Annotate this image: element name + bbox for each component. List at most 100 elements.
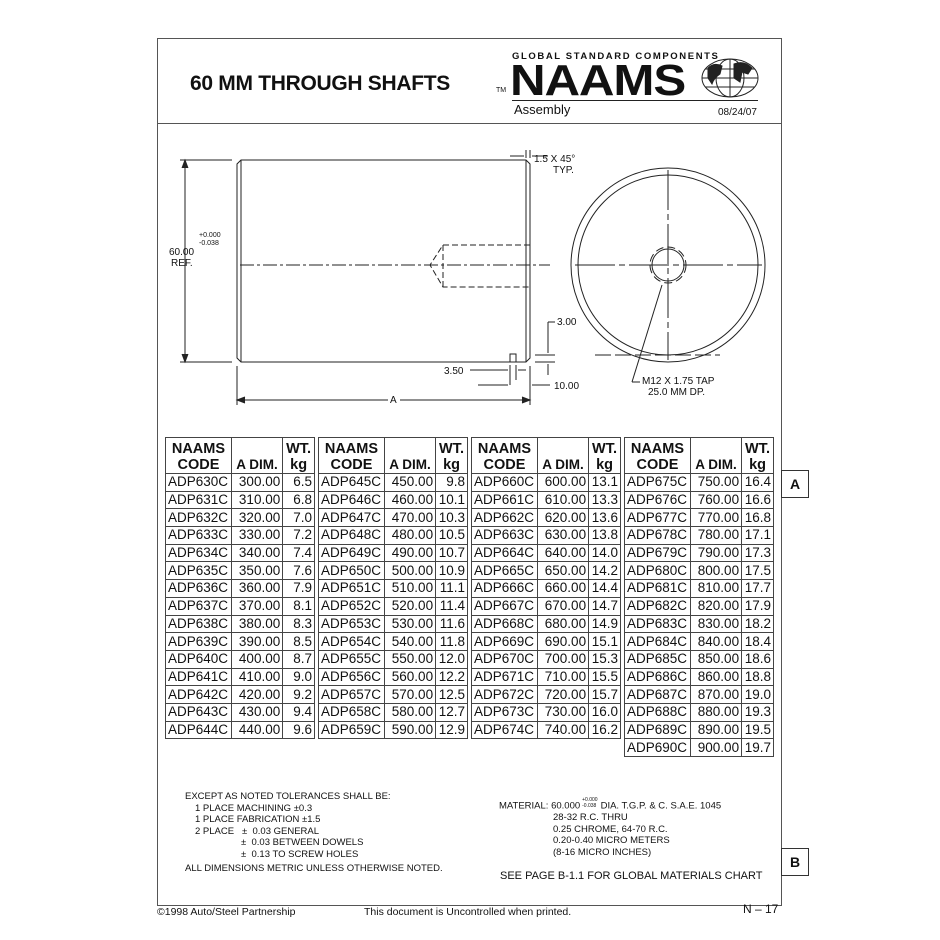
cell-code: ADP635C (165, 561, 232, 581)
cell-code: ADP633C (165, 526, 232, 545)
materials-chart-reference: SEE PAGE B-1.1 FOR GLOBAL MATERIALS CHAR… (500, 870, 763, 882)
material-line: (8-16 MICRO INCHES) (553, 846, 652, 858)
diameter-tolerance: +0.000 -0.038 (199, 232, 221, 248)
cell-code: ADP632C (165, 508, 232, 528)
cell-code: ADP685C (624, 649, 691, 669)
cell-code: ADP663C (471, 526, 538, 545)
header-weight: WT. kg (435, 437, 468, 474)
naams-logo: NAAMS (510, 56, 686, 105)
header-weight-line1: WT. (286, 441, 312, 457)
cell-code: ADP643C (165, 702, 232, 722)
table-row: ADP636C 360.00 7.9 (165, 579, 315, 598)
cell-code: ADP654C (318, 632, 385, 651)
cell-weight: 13.3 (588, 490, 621, 510)
cell-weight: 17.5 (741, 561, 774, 581)
cell-a-dim: 330.00 (230, 526, 284, 545)
cell-weight: 11.4 (435, 596, 468, 616)
table-row: ADP668C 680.00 14.9 (471, 614, 621, 634)
cell-code: ADP662C (471, 508, 538, 528)
table-row: ADP657C 570.00 12.5 (318, 685, 468, 704)
table-row: ADP681C 810.00 17.7 (624, 579, 774, 598)
cell-a-dim: 370.00 (230, 596, 284, 616)
note-line: ± 0.03 BETWEEN DOWELS (241, 837, 364, 848)
cell-a-dim: 800.00 (689, 561, 743, 581)
note-line: 1 PLACE FABRICATION ±1.5 (195, 814, 321, 825)
table-row: ADP661C 610.00 13.3 (471, 490, 621, 510)
table-header-row: NAAMS CODE A DIM. WT. kg (165, 437, 315, 474)
table-row: ADP658C 580.00 12.7 (318, 702, 468, 722)
table-row: ADP644C 440.00 9.6 (165, 720, 315, 740)
cell-code: ADP655C (318, 649, 385, 669)
cell-code: ADP650C (318, 561, 385, 581)
table-row: ADP632C 320.00 7.0 (165, 508, 315, 528)
cell-a-dim: 770.00 (689, 508, 743, 528)
table-row: ADP654C 540.00 11.8 (318, 632, 468, 651)
table-row: ADP630C 300.00 6.5 (165, 473, 315, 492)
cell-a-dim: 660.00 (536, 579, 590, 598)
table-row: ADP673C 730.00 16.0 (471, 702, 621, 722)
cell-code: ADP670C (471, 649, 538, 669)
cell-weight: 14.0 (588, 543, 621, 563)
table-row: ADP649C 490.00 10.7 (318, 543, 468, 563)
cell-weight: 18.4 (741, 632, 774, 651)
shaft-side-view (236, 159, 531, 363)
zone-marker-b: B (781, 848, 809, 876)
cell-a-dim: 340.00 (230, 543, 284, 563)
page-number: N – 17 (743, 902, 779, 916)
cell-weight: 6.5 (282, 473, 315, 492)
cell-weight: 17.1 (741, 526, 774, 545)
cell-code: ADP664C (471, 543, 538, 563)
cell-code: ADP687C (624, 685, 691, 704)
cell-code: ADP641C (165, 667, 232, 687)
cell-weight: 7.2 (282, 526, 315, 545)
table-row: ADP660C 600.00 13.1 (471, 473, 621, 492)
material-line: 0.25 CHROME, 64-70 R.C. (553, 823, 668, 835)
material-tolerance: +0.000 -0.038 (582, 797, 597, 809)
material-spec: DIA. T.G.P. & C. S.A.E. 1045 (600, 800, 722, 812)
cell-a-dim: 860.00 (689, 667, 743, 687)
uncontrolled-notice: This document is Uncontrolled when print… (364, 906, 572, 918)
cell-a-dim: 530.00 (383, 614, 437, 634)
page-title: 60 MM THROUGH SHAFTS (190, 72, 451, 95)
cell-code: ADP631C (165, 490, 232, 510)
cell-weight: 8.3 (282, 614, 315, 634)
table-row: ADP651C 510.00 11.1 (318, 579, 468, 598)
header-weight-line1: WT. (592, 441, 618, 457)
cell-a-dim: 810.00 (689, 579, 743, 598)
cell-weight: 12.0 (435, 649, 468, 669)
cell-a-dim: 630.00 (536, 526, 590, 545)
cell-a-dim: 440.00 (230, 720, 284, 740)
cell-a-dim: 420.00 (230, 685, 284, 704)
header-code-line2: CODE (330, 457, 373, 473)
cell-a-dim: 430.00 (230, 702, 284, 722)
header-a-dim: A DIM. (230, 437, 284, 474)
revision-date: 08/24/07 (718, 107, 757, 118)
header-code-line2: CODE (483, 457, 526, 473)
table-row: ADP667C 670.00 14.7 (471, 596, 621, 616)
header-weight: WT. kg (282, 437, 315, 474)
table-row: ADP675C 750.00 16.4 (624, 473, 774, 492)
table-row: ADP663C 630.00 13.8 (471, 526, 621, 545)
logo-tagline: GLOBAL STANDARD COMPONENTS (512, 51, 720, 62)
cell-weight: 10.1 (435, 490, 468, 510)
cell-code: ADP688C (624, 702, 691, 722)
table-group-2: NAAMS CODE A DIM. WT. kg ADP645C 450.00 9.8 ADP6… (318, 437, 468, 740)
cell-weight: 18.2 (741, 614, 774, 634)
table-row: ADP647C 470.00 10.3 (318, 508, 468, 528)
cell-code: ADP680C (624, 561, 691, 581)
cell-weight: 17.7 (741, 579, 774, 598)
cell-weight: 18.8 (741, 667, 774, 687)
cell-code: ADP649C (318, 543, 385, 563)
cell-weight: 16.8 (741, 508, 774, 528)
table-row: ADP672C 720.00 15.7 (471, 685, 621, 704)
cell-a-dim: 460.00 (383, 490, 437, 510)
cell-a-dim: 360.00 (230, 579, 284, 598)
cell-code: ADP675C (624, 473, 691, 492)
tolerance-plus: +0.000 (199, 232, 221, 239)
cell-a-dim: 790.00 (689, 543, 743, 563)
tolerance-notes: EXCEPT AS NOTED TOLERANCES SHALL BE: 1 P… (185, 791, 443, 875)
cell-a-dim: 680.00 (536, 614, 590, 634)
cell-a-dim: 590.00 (383, 720, 437, 740)
logo-underline (512, 100, 758, 101)
cell-code: ADP642C (165, 685, 232, 704)
